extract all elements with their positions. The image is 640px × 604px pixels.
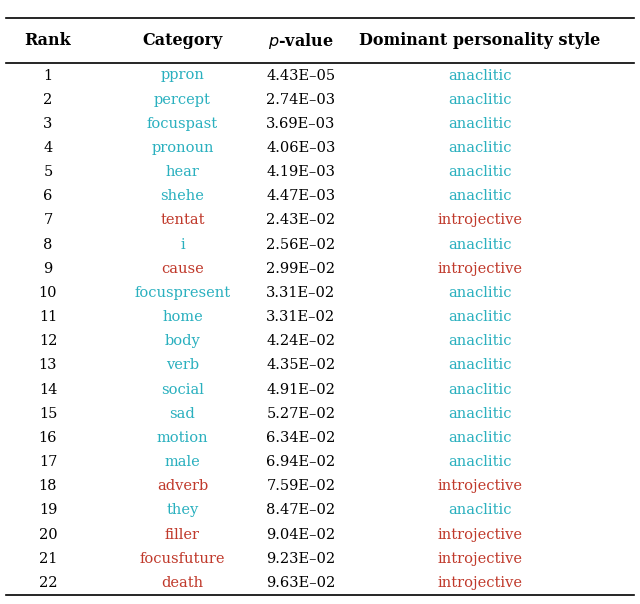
Text: 2.43E–02: 2.43E–02 xyxy=(266,213,335,228)
Text: introjective: introjective xyxy=(438,213,522,228)
Text: anaclitic: anaclitic xyxy=(448,92,512,107)
Text: percept: percept xyxy=(154,92,211,107)
Text: anaclitic: anaclitic xyxy=(448,286,512,300)
Text: social: social xyxy=(161,382,204,397)
Text: body: body xyxy=(164,334,200,349)
Text: 15: 15 xyxy=(39,406,57,421)
Text: 8: 8 xyxy=(44,237,52,252)
Text: verb: verb xyxy=(166,358,199,373)
Text: focuspast: focuspast xyxy=(147,117,218,131)
Text: tentat: tentat xyxy=(160,213,205,228)
Text: 5: 5 xyxy=(44,165,52,179)
Text: i: i xyxy=(180,237,185,252)
Text: 16: 16 xyxy=(39,431,57,445)
Text: anaclitic: anaclitic xyxy=(448,358,512,373)
Text: 9: 9 xyxy=(44,262,52,276)
Text: anaclitic: anaclitic xyxy=(448,165,512,179)
Text: 18: 18 xyxy=(39,479,57,493)
Text: 11: 11 xyxy=(39,310,57,324)
Text: 4.35E–02: 4.35E–02 xyxy=(266,358,335,373)
Text: home: home xyxy=(162,310,203,324)
Text: sad: sad xyxy=(170,406,195,421)
Text: 7: 7 xyxy=(44,213,52,228)
Text: 17: 17 xyxy=(39,455,57,469)
Text: pronoun: pronoun xyxy=(151,141,214,155)
Text: ppron: ppron xyxy=(161,68,204,83)
Text: 3.31E–02: 3.31E–02 xyxy=(266,310,335,324)
Text: 14: 14 xyxy=(39,382,57,397)
Text: 12: 12 xyxy=(39,334,57,349)
Text: male: male xyxy=(164,455,200,469)
Text: cause: cause xyxy=(161,262,204,276)
Text: 4.43E–05: 4.43E–05 xyxy=(266,68,335,83)
Text: anaclitic: anaclitic xyxy=(448,431,512,445)
Text: 2: 2 xyxy=(44,92,52,107)
Text: introjective: introjective xyxy=(438,576,522,590)
Text: 6.34E–02: 6.34E–02 xyxy=(266,431,335,445)
Text: 9.04E–02: 9.04E–02 xyxy=(266,527,335,542)
Text: death: death xyxy=(161,576,204,590)
Text: motion: motion xyxy=(157,431,208,445)
Text: anaclitic: anaclitic xyxy=(448,117,512,131)
Text: anaclitic: anaclitic xyxy=(448,382,512,397)
Text: 9.63E–02: 9.63E–02 xyxy=(266,576,335,590)
Text: introjective: introjective xyxy=(438,479,522,493)
Text: 2.74E–03: 2.74E–03 xyxy=(266,92,335,107)
Text: 6: 6 xyxy=(44,189,52,204)
Text: anaclitic: anaclitic xyxy=(448,68,512,83)
Text: 4.24E–02: 4.24E–02 xyxy=(266,334,335,349)
Text: 4: 4 xyxy=(44,141,52,155)
Text: 2.99E–02: 2.99E–02 xyxy=(266,262,335,276)
Text: introjective: introjective xyxy=(438,551,522,566)
Text: shehe: shehe xyxy=(161,189,204,204)
Text: focusfuture: focusfuture xyxy=(140,551,225,566)
Text: Dominant personality style: Dominant personality style xyxy=(360,32,600,50)
Text: 19: 19 xyxy=(39,503,57,518)
Text: 7.59E–02: 7.59E–02 xyxy=(266,479,335,493)
Text: Category: Category xyxy=(142,32,223,50)
Text: they: they xyxy=(166,503,198,518)
Text: 3.31E–02: 3.31E–02 xyxy=(266,286,335,300)
Text: 5.27E–02: 5.27E–02 xyxy=(266,406,335,421)
Text: focuspresent: focuspresent xyxy=(134,286,230,300)
Text: anaclitic: anaclitic xyxy=(448,406,512,421)
Text: anaclitic: anaclitic xyxy=(448,503,512,518)
Text: introjective: introjective xyxy=(438,527,522,542)
Text: 21: 21 xyxy=(39,551,57,566)
Text: 3: 3 xyxy=(44,117,52,131)
Text: Rank: Rank xyxy=(25,32,71,50)
Text: $p$-value: $p$-value xyxy=(268,31,333,51)
Text: anaclitic: anaclitic xyxy=(448,237,512,252)
Text: 9.23E–02: 9.23E–02 xyxy=(266,551,335,566)
Text: anaclitic: anaclitic xyxy=(448,141,512,155)
Text: 20: 20 xyxy=(38,527,58,542)
Text: 4.91E–02: 4.91E–02 xyxy=(266,382,335,397)
Text: 8.47E–02: 8.47E–02 xyxy=(266,503,335,518)
Text: 4.19E–03: 4.19E–03 xyxy=(266,165,335,179)
Text: introjective: introjective xyxy=(438,262,522,276)
Text: adverb: adverb xyxy=(157,479,208,493)
Text: 4.06E–03: 4.06E–03 xyxy=(266,141,335,155)
Text: 22: 22 xyxy=(39,576,57,590)
Text: 4.47E–03: 4.47E–03 xyxy=(266,189,335,204)
Text: 6.94E–02: 6.94E–02 xyxy=(266,455,335,469)
Text: anaclitic: anaclitic xyxy=(448,334,512,349)
Text: 13: 13 xyxy=(39,358,57,373)
Text: filler: filler xyxy=(165,527,200,542)
Text: anaclitic: anaclitic xyxy=(448,310,512,324)
Text: 1: 1 xyxy=(44,68,52,83)
Text: 3.69E–03: 3.69E–03 xyxy=(266,117,335,131)
Text: hear: hear xyxy=(166,165,199,179)
Text: anaclitic: anaclitic xyxy=(448,189,512,204)
Text: 2.56E–02: 2.56E–02 xyxy=(266,237,335,252)
Text: anaclitic: anaclitic xyxy=(448,455,512,469)
Text: 10: 10 xyxy=(39,286,57,300)
